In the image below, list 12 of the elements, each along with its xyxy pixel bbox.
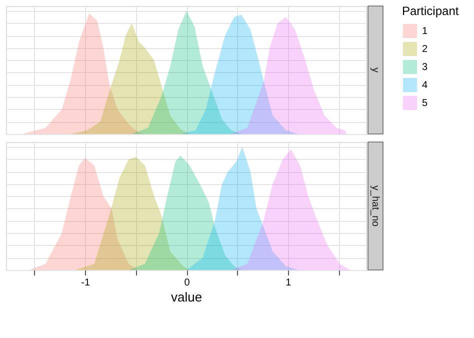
y2-axis-title: y [370,68,380,72]
legend-title: Participant [402,4,460,18]
y2-axis-title: y_hat_no [370,185,380,228]
legend-label: 5 [422,98,428,109]
legend-label: 2 [422,44,428,55]
x-tick-label: 0 [184,278,190,288]
legend-label: 4 [422,80,428,91]
x-tick-label: 1 [286,278,292,288]
x-tick-label: -1 [81,278,90,288]
legend-label: 3 [422,62,428,73]
x-axis-title: value [170,290,202,304]
legend-label: 1 [422,26,428,37]
